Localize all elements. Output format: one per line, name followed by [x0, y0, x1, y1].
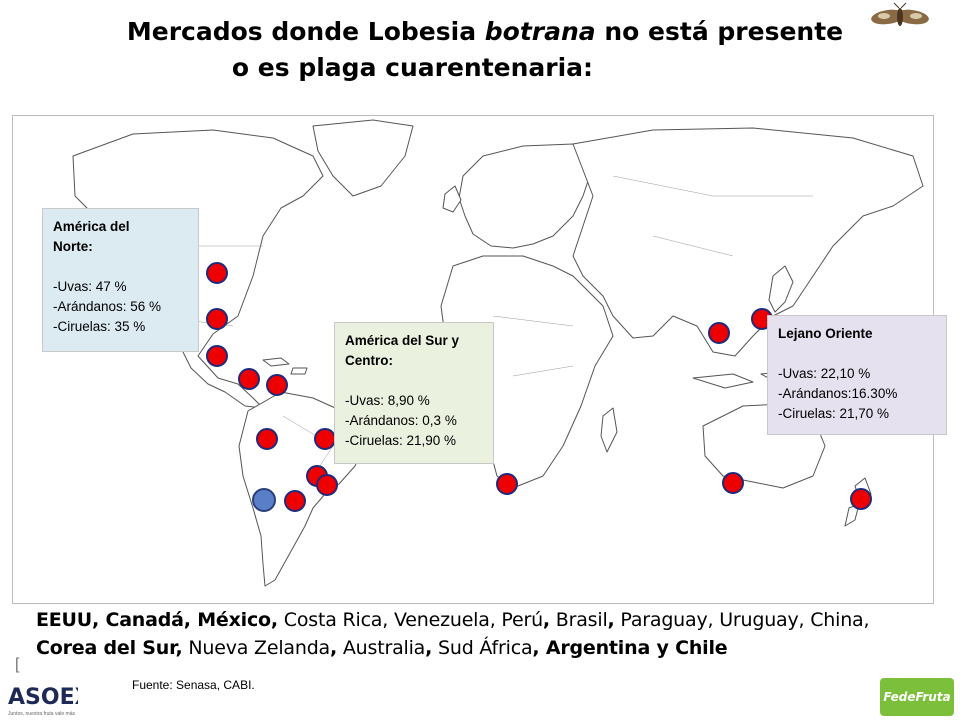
- box-north-america-heading: América del Norte:: [53, 219, 130, 254]
- marker-uruguay: [316, 474, 338, 496]
- asoex-logo: ASOEX Juntos, nuestra fruta vale más: [8, 685, 78, 717]
- box-north-america: América del Norte: -Uvas: 47 % -Arándano…: [42, 208, 199, 352]
- box-far-east: Lejano Oriente -Uvas: 22,10 % -Arándanos…: [767, 315, 947, 435]
- box-far-east-heading: Lejano Oriente: [778, 326, 873, 341]
- svg-text:ASOEX: ASOEX: [8, 685, 78, 710]
- marker-brasil: [314, 428, 336, 450]
- box-south-america-line: -Uvas: 8,90 %: [345, 393, 430, 408]
- world-map: [12, 115, 934, 604]
- bracket-mark: [: [15, 656, 20, 673]
- title-line-2: o es plaga cuarentenaria:: [231, 53, 594, 82]
- marker-costa-rica: [238, 368, 260, 390]
- marker-sud-africa: [496, 473, 518, 495]
- box-far-east-line: -Uvas: 22,10 %: [778, 366, 871, 381]
- marker-australia: [722, 472, 744, 494]
- box-north-america-line: -Uvas: 47 %: [53, 279, 127, 294]
- svg-text:Juntos, nuestra fruta vale más: Juntos, nuestra fruta vale más: [8, 711, 75, 717]
- marker-chile: [252, 488, 276, 512]
- fedefruta-logo: FedeFruta: [880, 678, 954, 716]
- marker-argentina: [284, 490, 306, 512]
- marker-canada: [206, 262, 228, 284]
- source-note: Fuente: Senasa, CABI.: [132, 678, 255, 692]
- box-south-america: América del Sur y Centro: -Uvas: 8,90 % …: [334, 322, 494, 464]
- marker-china: [708, 322, 730, 344]
- box-south-america-line: -Ciruelas: 21,90 %: [345, 433, 457, 448]
- moth-icon: [871, 2, 929, 26]
- marker-peru: [256, 428, 278, 450]
- marker-mexico: [206, 345, 228, 367]
- box-south-america-line: -Arándanos: 0,3 %: [345, 413, 457, 428]
- marker-venezuela: [266, 374, 288, 396]
- box-north-america-line: -Ciruelas: 35 %: [53, 319, 146, 334]
- box-far-east-line: -Arándanos:16.30%: [778, 386, 898, 401]
- marker-nueva-zelanda: [850, 488, 872, 510]
- marker-usa: [206, 308, 228, 330]
- box-north-america-line: -Arándanos: 56 %: [53, 299, 162, 314]
- title-line-1: Mercados donde Lobesia botrana no está p…: [126, 17, 844, 46]
- markets-list: EEUU, Canadá, México, Costa Rica, Venezu…: [36, 609, 870, 659]
- box-south-america-heading: América del Sur y Centro:: [345, 333, 460, 368]
- slide-title: Mercados donde Lobesia botrana no está p…: [0, 14, 960, 86]
- box-far-east-line: -Ciruelas: 21,70 %: [778, 406, 890, 421]
